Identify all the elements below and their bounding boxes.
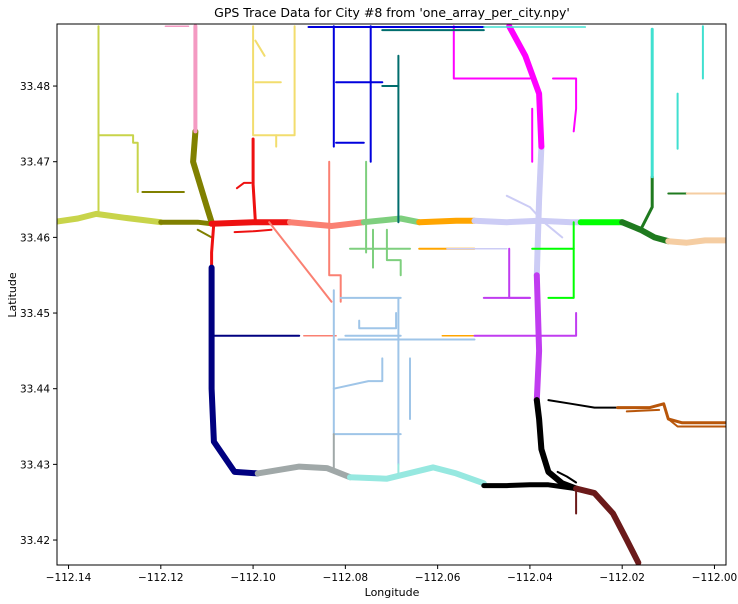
- x-tick-label: −112.14: [46, 572, 92, 584]
- gps-trace-81: [616, 402, 726, 425]
- y-tick-label: 33.46: [20, 232, 50, 244]
- gps-trace-79: [547, 399, 619, 409]
- gps-trace-64: [358, 312, 398, 330]
- series-layer: [57, 24, 726, 565]
- gps-trace-77: [533, 397, 580, 492]
- x-axis-ticks: −112.14 −112.12 −112.10 −112.08 −112.06 −112.…: [46, 565, 737, 584]
- gps-trace-27: [416, 217, 478, 226]
- gps-trace-32: [505, 194, 564, 239]
- gps-trace-50: [619, 219, 672, 245]
- y-tick-label: 33.45: [20, 308, 50, 320]
- x-tick-label: −112.02: [599, 572, 645, 584]
- gps-trace-3: [190, 128, 215, 226]
- x-tick-label: −112.12: [138, 572, 184, 584]
- gps-trace-82: [667, 418, 726, 428]
- x-tick-label: −112.00: [692, 572, 738, 584]
- gps-trace-84: [573, 485, 642, 565]
- y-axis-label: Latitude: [6, 272, 19, 318]
- gps-trace-19: [268, 221, 333, 303]
- gps-trace-48: [547, 221, 575, 299]
- gps-trace-20: [328, 160, 342, 303]
- gps-trace-17: [233, 228, 273, 234]
- gps-trace-6: [196, 228, 213, 239]
- gps-trace-36: [552, 77, 578, 133]
- y-tick-label: 33.47: [20, 157, 50, 169]
- gps-trace-78: [481, 482, 579, 492]
- gps-trace-18: [287, 219, 367, 229]
- chart-title: GPS Trace Data for City #8 from 'one_arr…: [214, 5, 570, 20]
- gps-trace-12: [275, 25, 296, 137]
- x-tick-label: −112.10: [230, 572, 276, 584]
- x-tick-label: −112.04: [507, 572, 553, 584]
- gps-trace-71: [208, 264, 261, 477]
- gps-trace-15: [251, 137, 257, 224]
- gps-trace-25: [385, 228, 402, 277]
- x-tick-label: −112.06: [415, 572, 461, 584]
- gps-trace-83: [625, 408, 661, 413]
- gps-trace-73: [254, 463, 353, 481]
- gps-trace-31: [533, 143, 545, 279]
- gps-trace-75: [347, 464, 487, 487]
- y-tick-label: 33.48: [20, 81, 50, 93]
- y-tick-label: 33.43: [20, 459, 50, 471]
- gps-trace-67: [332, 357, 384, 390]
- gps-trace-0: [57, 210, 164, 226]
- gps-trace-22: [360, 215, 423, 226]
- gps-trace-51: [639, 175, 654, 232]
- x-axis-label: Longitude: [365, 586, 420, 599]
- gps-trace-13: [208, 219, 293, 227]
- gps-trace-59: [473, 312, 578, 337]
- gps-trace-56: [665, 237, 726, 246]
- y-tick-label: 33.42: [20, 535, 50, 547]
- y-tick-label: 33.44: [20, 384, 50, 396]
- gps-trace-9: [252, 25, 278, 148]
- plot-area: [57, 24, 726, 565]
- gps-trace-30: [471, 217, 584, 226]
- gps-trace-10: [254, 39, 266, 57]
- gps-trace-16: [235, 181, 252, 190]
- gps-trace-80: [556, 470, 578, 484]
- gps-trace-35: [452, 25, 531, 80]
- y-axis-ticks: 33.42 33.43 33.44 33.45 33.46 33.47 33.48: [20, 81, 57, 547]
- gps-trace-14: [210, 220, 216, 270]
- gps-trace-34: [506, 24, 545, 150]
- gps-trace-2: [97, 134, 139, 193]
- x-tick-label: −112.08: [323, 572, 369, 584]
- gps-trace-58: [533, 272, 543, 404]
- plot-frame: [56, 23, 727, 566]
- gps-trace-4: [158, 219, 215, 227]
